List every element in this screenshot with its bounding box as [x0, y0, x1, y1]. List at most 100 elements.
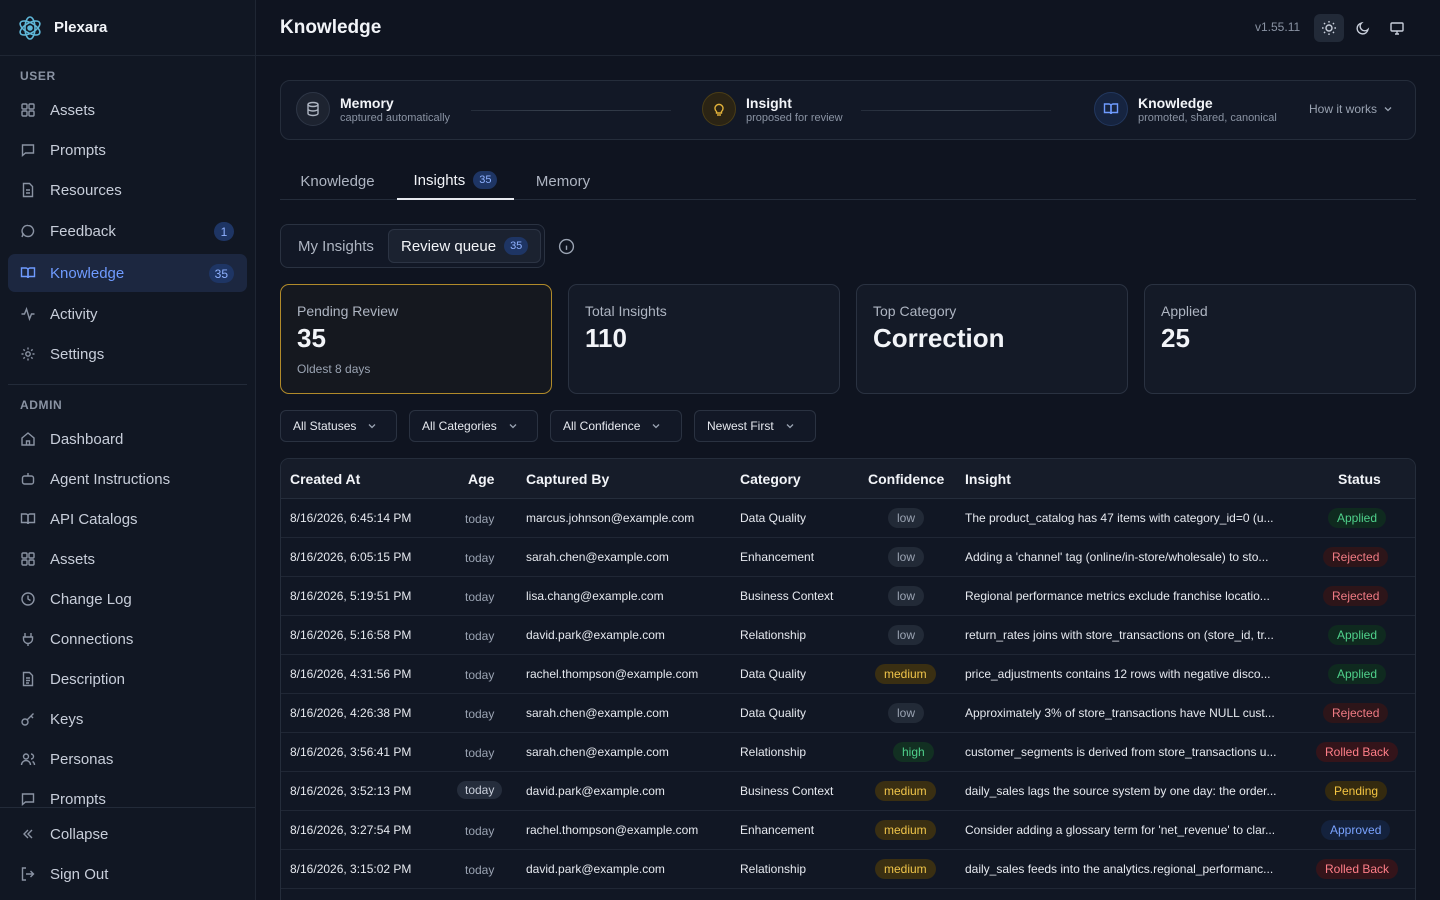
- confidence-badge: low: [888, 625, 925, 645]
- dark-theme-button[interactable]: [1348, 14, 1378, 42]
- table-row[interactable]: 8/16/2026, 3:27:54 PM today rachel.thompso…: [281, 811, 1415, 850]
- sidebar-item-label: Description: [50, 670, 126, 688]
- table-row[interactable]: 8/16/2026, 5:16:58 PM today david.park@exa…: [281, 616, 1415, 655]
- created-at-cell: 8/16/2026, 4:31:56 PM: [290, 667, 412, 681]
- my-insights-button[interactable]: My Insights: [286, 229, 386, 263]
- category-filter[interactable]: All Categories: [409, 410, 538, 442]
- tab-knowledge[interactable]: Knowledge: [280, 162, 395, 200]
- sidebar-item-prompts[interactable]: Prompts: [8, 131, 247, 169]
- sidebar-item-label: Connections: [50, 630, 134, 648]
- clock-icon: [20, 591, 36, 607]
- sign-out-button[interactable]: Sign Out: [8, 855, 247, 893]
- sidebar-item-activity[interactable]: Activity: [8, 295, 247, 333]
- sidebar-item-dashboard[interactable]: Dashboard: [8, 420, 247, 458]
- bot-icon: [20, 471, 36, 487]
- sort-select-value: Newest First: [707, 419, 774, 433]
- insight-cell: Approximately 3% of store_transactions h…: [965, 706, 1275, 720]
- sidebar-item-assets-admin[interactable]: Assets: [8, 540, 247, 578]
- table-row[interactable]: 8/16/2026, 6:45:14 PM today marcus.johnson…: [281, 499, 1415, 538]
- captured-by-cell: marcus.johnson@example.com: [526, 511, 695, 525]
- memory-stage-subtitle: captured automatically: [340, 111, 451, 124]
- users-icon: [20, 751, 36, 767]
- column-header-confidence[interactable]: Confidence: [868, 471, 945, 487]
- column-header-age[interactable]: Age: [468, 471, 495, 487]
- tab-insights[interactable]: Insights 35: [397, 162, 514, 200]
- message-circle-icon: [20, 223, 36, 239]
- age-cell: today: [465, 668, 495, 682]
- sort-select[interactable]: Newest First: [694, 410, 816, 442]
- category-cell: Enhancement: [740, 550, 815, 564]
- light-theme-button[interactable]: [1314, 14, 1344, 42]
- category-cell: Data Quality: [740, 667, 807, 681]
- category-filter-value: All Categories: [422, 419, 497, 433]
- info-icon[interactable]: [558, 238, 575, 255]
- sidebar-item-prompts-admin[interactable]: Prompts: [8, 780, 247, 818]
- column-header-insight[interactable]: Insight: [965, 471, 1011, 487]
- knowledge-stage-subtitle: promoted, shared, canonical: [1138, 111, 1277, 124]
- sidebar-item-label: Agent Instructions: [50, 470, 171, 488]
- sidebar-item-assets[interactable]: Assets: [8, 91, 247, 129]
- sidebar-item-keys[interactable]: Keys: [8, 700, 247, 738]
- sidebar-item-label: Personas: [50, 750, 114, 768]
- table-row[interactable]: 8/16/2026, 3:15:02 PM today david.park@exa…: [281, 850, 1415, 889]
- lightbulb-icon: [702, 92, 736, 126]
- category-cell: Business Context: [740, 589, 834, 603]
- review-queue-badge: 35: [504, 237, 529, 255]
- collapse-button[interactable]: Collapse: [8, 815, 247, 853]
- captured-by-cell: sarah.chen@example.com: [526, 745, 669, 759]
- table-row[interactable]: 8/16/2026, 5:19:51 PM today lisa.chang@exa…: [281, 577, 1415, 616]
- my-insights-label: My Insights: [298, 237, 374, 255]
- confidence-badge: low: [888, 508, 925, 528]
- column-header-status[interactable]: Status: [1338, 471, 1381, 487]
- system-theme-button[interactable]: [1382, 14, 1412, 42]
- sidebar-item-settings[interactable]: Settings: [8, 335, 247, 373]
- table-row[interactable]: 8/16/2026, 4:26:38 PM today sarah.chen@exa…: [281, 694, 1415, 733]
- age-cell: today: [465, 590, 495, 604]
- collapse-label: Collapse: [50, 825, 109, 843]
- sidebar-item-personas[interactable]: Personas: [8, 740, 247, 778]
- book-open-icon: [20, 265, 36, 281]
- file-icon: [20, 182, 36, 198]
- column-header-category[interactable]: Category: [740, 471, 801, 487]
- category-cell: Business Context: [740, 784, 834, 798]
- table-row[interactable]: 8/16/2026, 4:31:56 PM today rachel.thompso…: [281, 655, 1415, 694]
- insight-cell: Regional performance metrics exclude fra…: [965, 589, 1270, 603]
- sidebar-item-description[interactable]: Description: [8, 660, 247, 698]
- category-cell: Data Quality: [740, 706, 807, 720]
- tab-memory[interactable]: Memory: [516, 162, 610, 200]
- table-row[interactable]: 8/16/2026, 3:56:41 PM today sarah.chen@exa…: [281, 733, 1415, 772]
- moon-icon: [1356, 21, 1370, 35]
- book-open-icon: [1094, 92, 1128, 126]
- column-header-created-at[interactable]: Created At: [290, 471, 361, 487]
- sidebar-item-api-catalogs[interactable]: API Catalogs: [8, 500, 247, 538]
- confidence-badge: medium: [875, 664, 936, 684]
- sidebar-item-knowledge[interactable]: Knowledge 35: [8, 254, 247, 292]
- sidebar-item-change-log[interactable]: Change Log: [8, 580, 247, 618]
- table-header: Created At Age Captured By Category Conf…: [281, 459, 1415, 499]
- age-cell: today: [465, 551, 495, 565]
- review-queue-button[interactable]: Review queue 35: [388, 229, 542, 263]
- table-row[interactable]: 8/16/2026, 3:52:13 PM today david.park@exa…: [281, 772, 1415, 811]
- home-icon: [20, 431, 36, 447]
- knowledge-tabs: Knowledge Insights 35 Memory: [280, 162, 1416, 200]
- gear-icon: [20, 346, 36, 362]
- column-header-captured-by[interactable]: Captured By: [526, 471, 610, 487]
- message-square-icon: [20, 791, 36, 807]
- knowledge-stage-title: Knowledge: [1138, 94, 1213, 111]
- brand[interactable]: Plexara: [0, 0, 255, 56]
- sidebar-item-agent-instructions[interactable]: Agent Instructions: [8, 460, 247, 498]
- sidebar-divider: [8, 384, 247, 385]
- stat-card-top-category: Top Category Correction: [856, 284, 1128, 394]
- how-it-works-toggle[interactable]: How it works: [1309, 102, 1393, 116]
- sidebar-item-resources[interactable]: Resources: [8, 171, 247, 209]
- age-cell: today: [465, 824, 495, 838]
- admin-section-label: ADMIN: [20, 398, 63, 412]
- sidebar-item-feedback[interactable]: Feedback 1: [8, 212, 247, 250]
- sidebar-item-connections[interactable]: Connections: [8, 620, 247, 658]
- tab-label: Memory: [535, 172, 591, 190]
- table-row[interactable]: 8/16/2026, 6:05:15 PM today sarah.chen@exa…: [281, 538, 1415, 577]
- status-filter[interactable]: All Statuses: [280, 410, 397, 442]
- confidence-filter[interactable]: All Confidence: [550, 410, 682, 442]
- captured-by-cell: david.park@example.com: [526, 862, 665, 876]
- insight-cell: customer_segments is derived from store_…: [965, 745, 1277, 759]
